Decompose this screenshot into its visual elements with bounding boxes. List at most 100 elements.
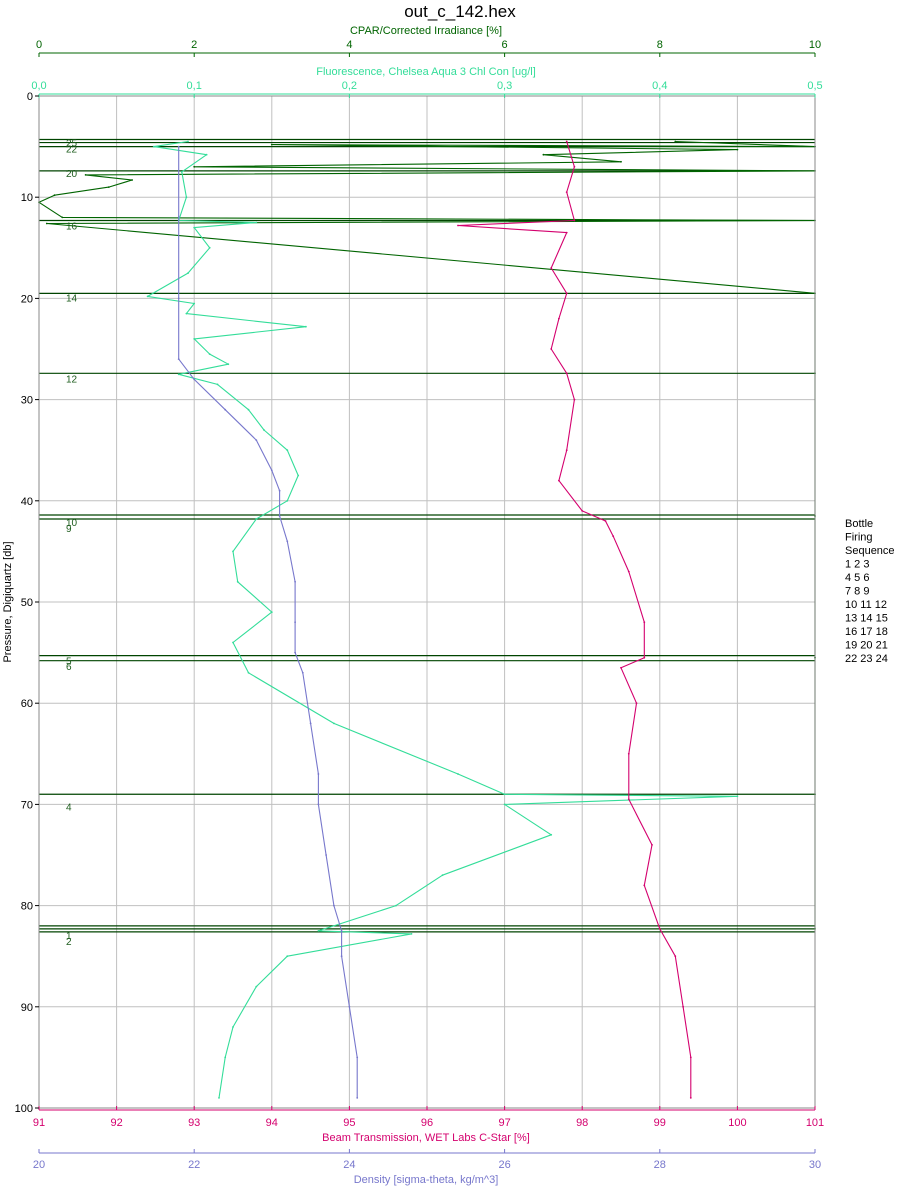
data-point-transmission [627, 752, 630, 755]
data-point-transmission [682, 1005, 684, 1008]
transmission-tick-label: 95 [343, 1117, 355, 1129]
data-point-transmission [643, 621, 646, 624]
density-tick-label: 30 [809, 1159, 821, 1171]
data-point-transmission [550, 267, 553, 269]
data-point-fluorescence [255, 518, 258, 520]
data-point-fluorescence [305, 325, 307, 328]
data-point-density [286, 540, 289, 543]
bottle-label: 4 [66, 802, 72, 813]
transmission-tick-label: 97 [498, 1117, 510, 1129]
data-point-density [356, 1097, 359, 1099]
legend-line: 22 23 24 [845, 653, 888, 665]
data-point-cpar [53, 194, 56, 197]
data-point-density [333, 904, 335, 907]
data-point-fluorescence [395, 904, 397, 907]
data-point-transmission [612, 535, 615, 538]
data-point-cpar [270, 143, 273, 146]
data-point-density [177, 297, 180, 300]
data-point-fluorescence [177, 373, 180, 376]
cpar-tick-label: 4 [346, 39, 352, 51]
transmission-tick-label: 100 [728, 1117, 746, 1129]
cpar-tick-label: 2 [191, 39, 197, 51]
cpar-tick-label: 6 [502, 39, 508, 51]
data-point-density [317, 803, 320, 806]
data-point-fluorescence [208, 353, 211, 355]
data-point-cpar [61, 216, 64, 219]
data-point-fluorescence [232, 641, 234, 644]
data-point-cpar [107, 186, 110, 189]
data-point-density [193, 378, 196, 381]
cpar-tick-label: 8 [657, 39, 663, 51]
series-line-transmission [457, 141, 692, 1098]
bottle-firing-lines [39, 138, 815, 933]
bottle-label: 22 [66, 145, 78, 156]
pressure-tick-label: 60 [21, 698, 33, 710]
fluorescence-axis-label: Fluorescence, Chelsea Aqua 3 Chl Con [ug… [316, 66, 536, 78]
data-point-density [255, 439, 258, 441]
pressure-tick-label: 10 [21, 192, 33, 204]
data-point-fluorescence [193, 226, 196, 229]
density-tick-label: 28 [654, 1159, 666, 1171]
data-point-fluorescence [152, 145, 155, 148]
data-point-fluorescence [550, 833, 553, 836]
legend-line: 1 2 3 [845, 559, 869, 571]
data-point-transmission [635, 702, 638, 705]
transmission-tick-label: 91 [33, 1117, 45, 1129]
data-point-transmission [620, 666, 622, 669]
bottle-label: 12 [66, 374, 78, 385]
bottle-label: 10 [66, 518, 78, 529]
transmission-tick-label: 92 [110, 1117, 122, 1129]
bottle-label: 9 [66, 524, 72, 535]
legend-line: 10 11 12 [845, 599, 887, 611]
data-point-transmission [565, 372, 568, 375]
legend-line: Sequence [845, 545, 895, 557]
legend-line: 19 20 21 [845, 640, 888, 652]
data-point-fluorescence [227, 363, 230, 366]
data-point-density [294, 621, 296, 624]
fluorescence-tick-label: 0,1 [187, 80, 202, 92]
data-point-fluorescence [218, 1097, 220, 1099]
data-point-fluorescence [255, 985, 258, 988]
data-point-transmission [565, 292, 568, 295]
data-point-fluorescence [232, 1026, 234, 1028]
transmission-tick-label: 94 [266, 1117, 278, 1129]
data-point-transmission [658, 928, 661, 930]
series-line-density [178, 146, 358, 1098]
fluorescence-tick-label: 0,5 [807, 80, 822, 92]
data-point-density [340, 930, 343, 932]
data-point-fluorescence [216, 383, 219, 386]
pressure-tick-label: 100 [15, 1103, 33, 1115]
bottle-label: 20 [66, 169, 78, 180]
data-point-transmission [573, 219, 576, 222]
data-point-transmission [581, 510, 584, 512]
data-point-transmission [689, 1097, 692, 1099]
data-point-cpar [193, 165, 196, 168]
data-point-transmission [573, 165, 576, 168]
bottle-label: 2 [66, 937, 72, 948]
data-point-density [340, 955, 343, 958]
series-line-fluorescence [147, 140, 738, 1098]
fluorescence-tick-label: 0,3 [497, 80, 512, 92]
pressure-tick-label: 70 [21, 799, 33, 811]
data-point-density [294, 580, 296, 583]
transmission-tick-label: 101 [806, 1117, 824, 1129]
cpar-tick-label: 0 [36, 39, 42, 51]
data-point-transmission [674, 955, 677, 958]
data-point-fluorescence [503, 803, 506, 806]
data-point-density [317, 773, 320, 775]
data-point-fluorescence [286, 955, 289, 958]
pressure-tick-label: 0 [27, 91, 33, 103]
bottle-label: 25 [66, 139, 78, 150]
data-point-transmission [643, 884, 646, 887]
data-point-cpar [131, 179, 134, 181]
data-point-fluorescence [270, 611, 273, 613]
pressure-tick-label: 20 [21, 293, 33, 305]
data-point-transmission [565, 140, 568, 143]
data-point-cpar [84, 174, 87, 176]
data-point-transmission [627, 798, 630, 801]
transmission-tick-label: 96 [421, 1117, 433, 1129]
transmission-tick-label: 93 [188, 1117, 200, 1129]
pressure-tick-label: 80 [21, 901, 33, 913]
legend-line: Firing [845, 532, 873, 544]
